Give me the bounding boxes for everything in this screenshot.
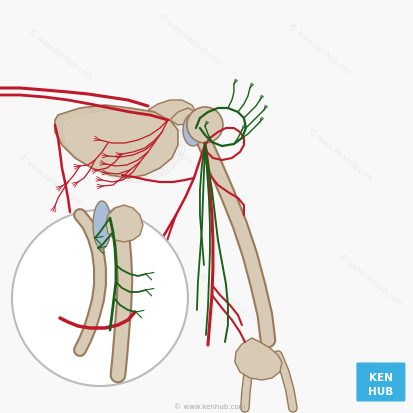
- Text: © www.kenhub.com: © www.kenhub.com: [306, 128, 373, 183]
- Text: © www.kenhub.com: © www.kenhub.com: [197, 273, 263, 328]
- Polygon shape: [170, 108, 196, 125]
- Circle shape: [187, 107, 223, 143]
- Text: HUB: HUB: [368, 387, 394, 397]
- Text: © www.kenhub.com: © www.kenhub.com: [47, 292, 114, 347]
- Polygon shape: [235, 338, 282, 380]
- Text: © www.kenhub.com: © www.kenhub.com: [26, 28, 93, 83]
- Polygon shape: [106, 205, 143, 242]
- Text: © www.kenhub.com: © www.kenhub.com: [337, 252, 404, 308]
- Polygon shape: [148, 100, 196, 124]
- Text: © www.kenhub.com: © www.kenhub.com: [287, 22, 354, 78]
- Ellipse shape: [93, 201, 111, 249]
- Polygon shape: [55, 105, 178, 178]
- Text: KEN: KEN: [369, 373, 393, 383]
- FancyBboxPatch shape: [356, 363, 406, 401]
- Ellipse shape: [183, 114, 203, 146]
- Text: © www.kenhub.com: © www.kenhub.com: [174, 404, 246, 410]
- Text: © www.kenhub.com: © www.kenhub.com: [17, 152, 83, 207]
- Circle shape: [12, 210, 188, 386]
- Text: © www.kenhub.com: © www.kenhub.com: [157, 12, 223, 67]
- Text: © www.kenhub.com: © www.kenhub.com: [166, 142, 233, 197]
